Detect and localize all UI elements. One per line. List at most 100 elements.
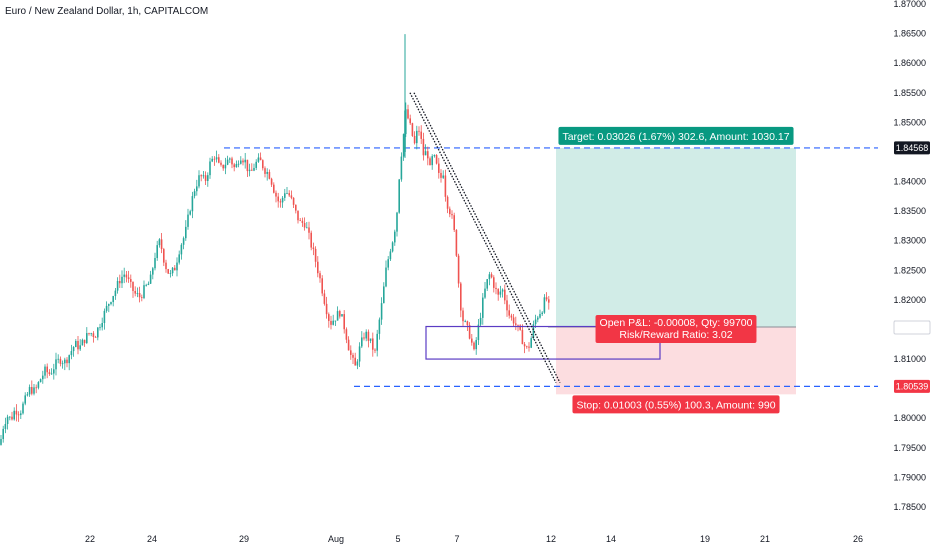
candle-body xyxy=(77,340,79,350)
candle-body xyxy=(332,320,334,325)
candle-body xyxy=(288,193,290,196)
candle-body xyxy=(526,346,528,348)
stop-label-text: Stop: 0.01003 (0.55%) 100.3, Amount: 990 xyxy=(576,399,775,411)
candle-body xyxy=(119,281,121,284)
candle-body xyxy=(521,329,524,345)
candle-body xyxy=(22,403,24,414)
candle-body xyxy=(112,296,114,303)
candle-body xyxy=(449,208,451,215)
candle-body xyxy=(123,274,125,277)
candle-body xyxy=(11,416,13,420)
price-tag-label: 1.80539 xyxy=(896,381,929,391)
candle-body xyxy=(6,416,9,425)
candle-body xyxy=(290,195,293,198)
candle-body xyxy=(39,379,42,383)
candle-body xyxy=(350,350,352,355)
candle-body xyxy=(281,197,284,203)
pnl-label[interactable]: Open P&L: -0.00008, Qty: 99700 Risk/Rewa… xyxy=(595,314,757,343)
candle-body xyxy=(66,359,68,364)
candle-body xyxy=(369,338,372,341)
candle-body xyxy=(339,311,341,317)
candle-body xyxy=(185,226,187,239)
candle-body xyxy=(528,346,530,348)
candle-body xyxy=(380,303,383,320)
candle-body xyxy=(389,251,392,260)
candle-body xyxy=(310,232,312,248)
candle-body xyxy=(143,285,145,298)
candle-body xyxy=(451,214,453,216)
candle-body xyxy=(510,315,513,318)
candle-body xyxy=(37,382,40,388)
candle-body xyxy=(471,338,473,343)
y-tick-label: 1.85500 xyxy=(893,88,926,98)
candle-body xyxy=(2,428,4,440)
y-tick-label: 1.83000 xyxy=(893,236,926,246)
candle-body xyxy=(343,314,345,330)
candle-body xyxy=(156,245,158,259)
candle-body xyxy=(90,333,92,335)
candle-body xyxy=(416,130,418,144)
candle-body xyxy=(275,192,277,197)
candle-body xyxy=(497,289,499,295)
trend-lines[interactable] xyxy=(409,92,561,384)
candle-body xyxy=(242,160,244,163)
candle-body xyxy=(484,288,486,298)
candle-body xyxy=(541,312,543,315)
candle-body xyxy=(495,287,497,290)
target-label[interactable]: Target: 0.03026 (1.67%) 302.6, Amount: 1… xyxy=(558,126,794,145)
candle-body xyxy=(134,290,136,294)
y-tick-label: 1.83500 xyxy=(893,206,926,216)
candle-body xyxy=(466,321,469,326)
candle-body xyxy=(345,329,348,340)
candle-body xyxy=(530,338,532,348)
x-tick-label: 22 xyxy=(85,534,95,544)
candle-body xyxy=(92,333,95,337)
candle-body xyxy=(493,277,495,288)
candle-body xyxy=(506,300,508,311)
stop-label[interactable]: Stop: 0.01003 (0.55%) 100.3, Amount: 990 xyxy=(572,395,780,414)
candle-body xyxy=(400,156,403,180)
candle-body xyxy=(455,229,458,256)
candle-body xyxy=(75,340,77,348)
candle-body xyxy=(202,175,205,177)
candle-body xyxy=(411,123,414,136)
candle-body xyxy=(103,310,106,323)
candle-body xyxy=(97,327,99,338)
candle-body xyxy=(427,151,429,159)
candle-body xyxy=(297,210,299,221)
candle-body xyxy=(548,299,550,303)
candle-body xyxy=(279,201,282,203)
candle-body xyxy=(57,358,59,360)
candle-body xyxy=(79,345,81,350)
candle-body xyxy=(499,291,502,295)
candle-body xyxy=(257,157,260,162)
candle-body xyxy=(519,325,521,330)
candle-body xyxy=(295,204,297,211)
candle-body xyxy=(376,333,378,351)
candle-body xyxy=(433,155,436,157)
candle-body xyxy=(244,159,246,163)
candle-body xyxy=(169,273,172,275)
candle-body xyxy=(171,267,174,274)
price-axis[interactable] xyxy=(878,0,932,550)
candle-body xyxy=(420,131,422,139)
price-tag xyxy=(894,141,930,155)
candle-body xyxy=(262,160,264,169)
candle-body xyxy=(512,317,515,324)
candle-body xyxy=(187,214,189,227)
plot-area[interactable] xyxy=(0,34,878,446)
candle-body xyxy=(46,366,48,373)
candle-body xyxy=(196,186,198,192)
candle-body xyxy=(138,293,141,298)
candle-body xyxy=(314,248,317,262)
target-label-text: Target: 0.03026 (1.67%) 302.6, Amount: 1… xyxy=(562,131,789,143)
candle-body xyxy=(534,319,537,325)
candle-body xyxy=(292,197,295,205)
y-tick-label: 1.79000 xyxy=(893,472,926,482)
target-zone[interactable] xyxy=(556,147,796,327)
x-tick-label: 5 xyxy=(395,534,400,544)
candle-body xyxy=(114,290,117,297)
candle-body xyxy=(413,135,416,144)
